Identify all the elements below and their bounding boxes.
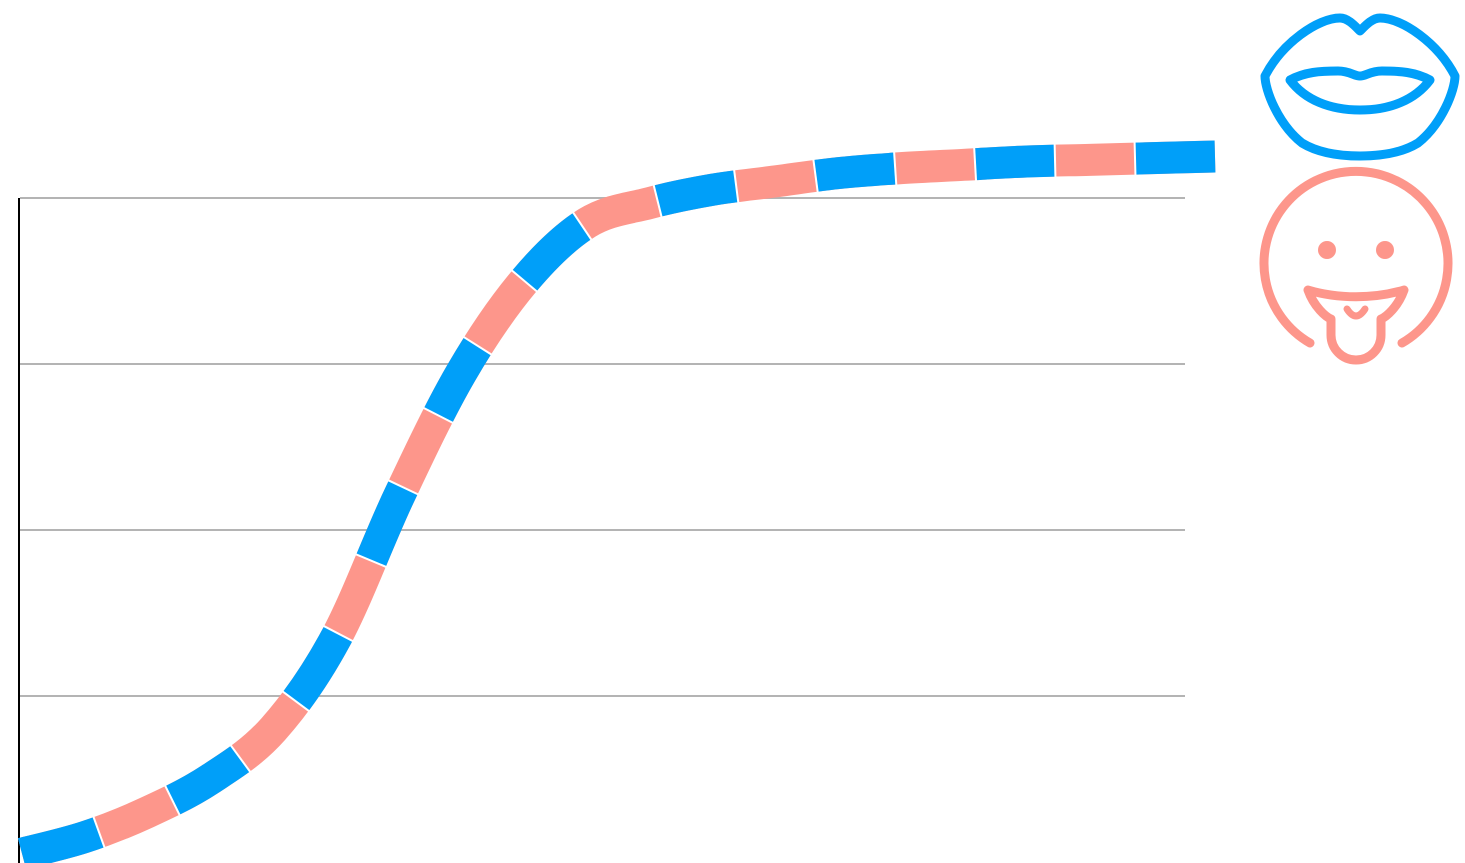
dash-separator: [1053, 143, 1057, 178]
dash-separator: [322, 624, 354, 643]
dash-separator: [652, 184, 663, 218]
face-with-tongue-icon: [1259, 166, 1453, 365]
dash-separator: [1133, 141, 1137, 176]
dash-separator: [281, 690, 311, 713]
dash-separator: [571, 211, 593, 241]
series-line-0-secondary: [17, 140, 1216, 863]
series-line-0-primary: [17, 140, 1216, 863]
dash-separator: [510, 269, 539, 293]
dash-separator: [973, 147, 978, 182]
gridlines: [20, 197, 1185, 697]
dash-separator: [229, 744, 252, 773]
dash-separator: [354, 553, 388, 569]
dash-separator: [462, 335, 493, 356]
dash-separator: [92, 815, 106, 849]
dash-separator: [893, 151, 898, 186]
dash-separator: [387, 479, 420, 496]
lips-icon: [1260, 13, 1460, 161]
series-line-group: [17, 140, 1216, 863]
dash-separator: [812, 158, 819, 193]
dash-separator: [164, 784, 181, 817]
dash-separator: [422, 406, 454, 425]
dash-separator: [733, 169, 740, 204]
